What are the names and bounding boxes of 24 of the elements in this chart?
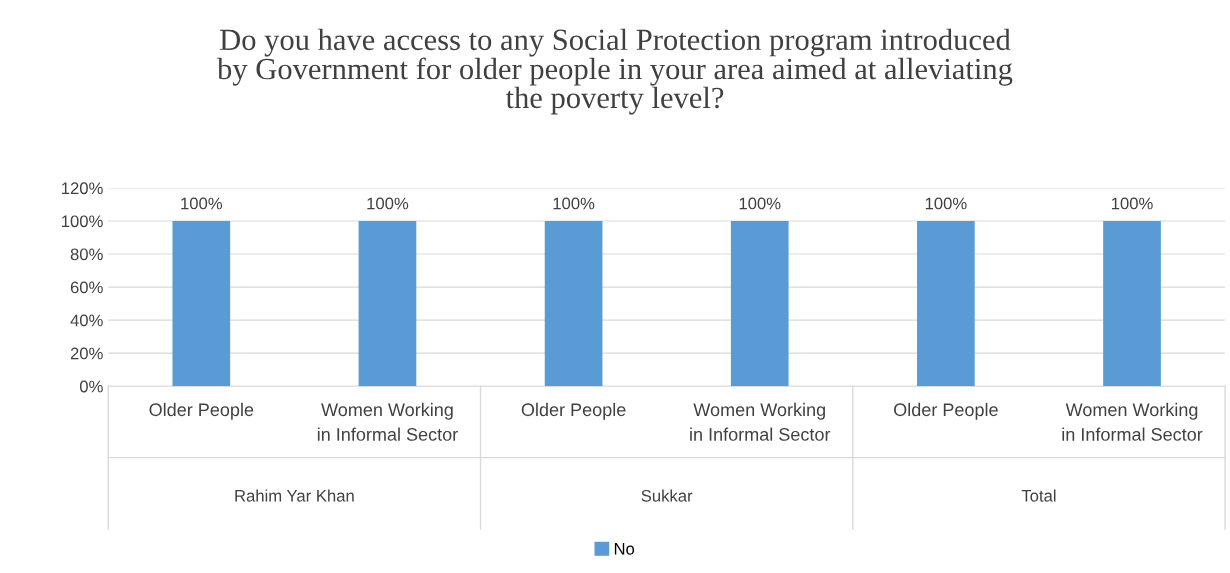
y-tick-label: 60%: [70, 281, 103, 294]
legend-label: No: [614, 543, 635, 555]
y-tick-label: 0%: [79, 380, 103, 393]
data-label: 100%: [181, 197, 223, 210]
x-tick-label: Older People: [149, 402, 254, 420]
x-tick-label: Older People: [521, 402, 626, 420]
y-tick-label: 20%: [70, 347, 103, 360]
data-label: 100%: [367, 197, 409, 210]
x-tick-label: Women Working in Informal Sector: [317, 402, 458, 441]
x-tick-label: Women Working in Informal Sector: [690, 402, 831, 441]
data-label: 100%: [739, 197, 781, 210]
text: Total: [1021, 489, 1056, 502]
data-label: 100%: [925, 197, 967, 210]
data-label: 100%: [1111, 197, 1153, 210]
text: Rahim Yar Khan: [235, 489, 354, 502]
x-tick-label: Women Working in Informal Sector: [1062, 402, 1203, 441]
x-tick-label: Older People: [894, 402, 998, 420]
y-tick-label: 40%: [70, 314, 103, 327]
y-tick-label: 100%: [62, 215, 103, 228]
y-tick-label: 120%: [62, 182, 103, 195]
y-tick-label: 80%: [70, 248, 103, 261]
data-label: 100%: [553, 197, 595, 210]
text: Sukkar: [641, 489, 693, 502]
chart-title: Do you have access to any Social Protection program introduced by Government for older people in your area aimed at alleviating the poverty level?: [217, 28, 1013, 115]
